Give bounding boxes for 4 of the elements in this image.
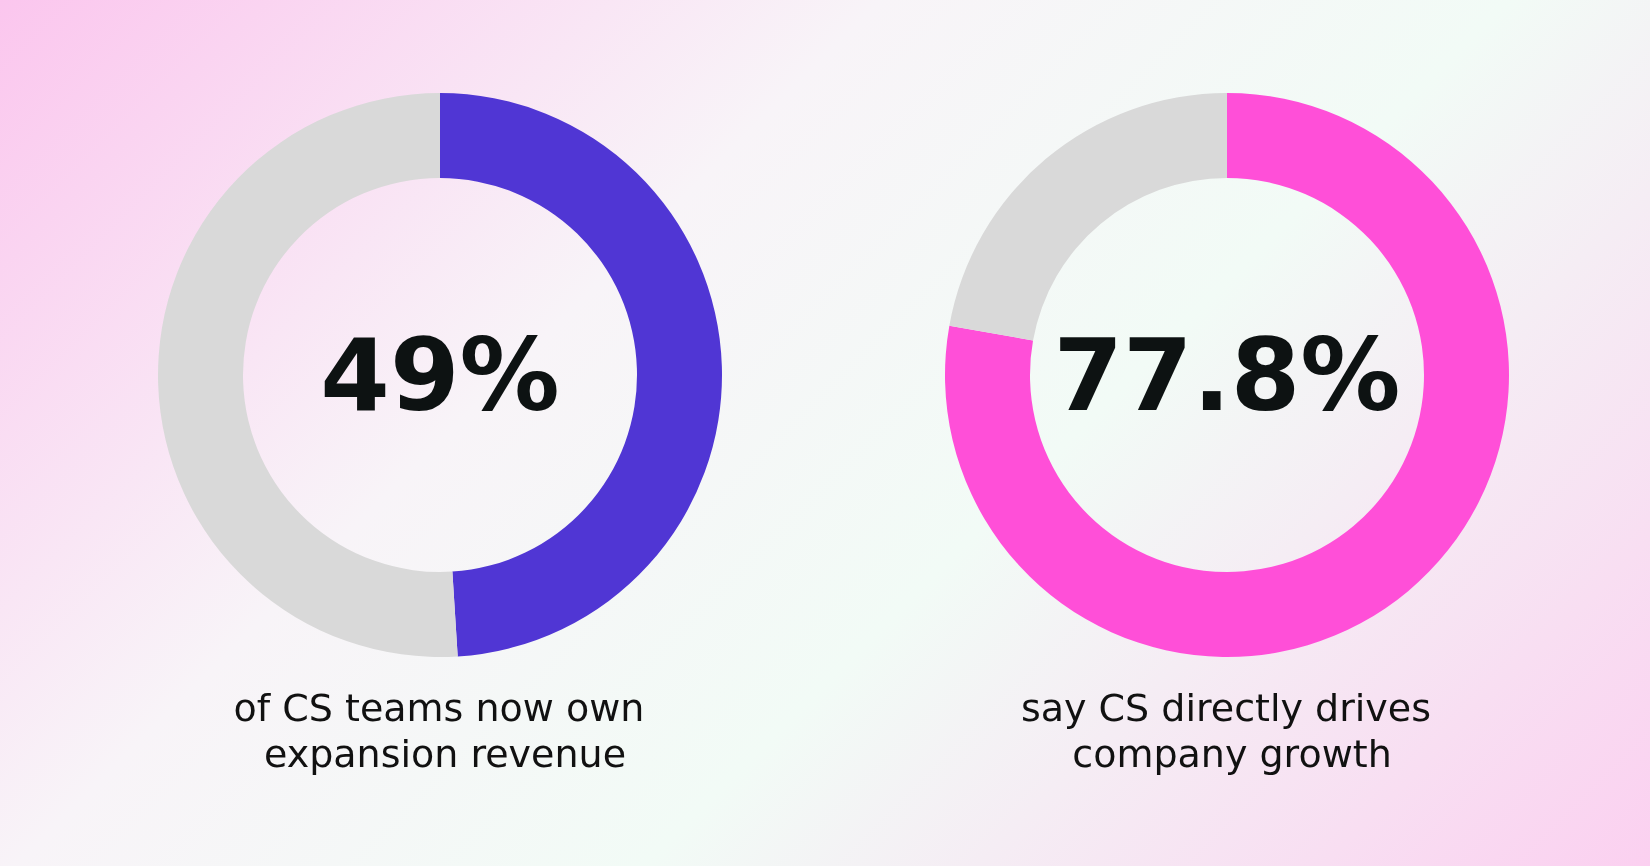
text: of CS teams now own expansion revenue <box>233 686 657 776</box>
text: 49% <box>320 316 560 434</box>
text: 77.8% <box>1053 316 1401 434</box>
text: say CS directly drives company growth <box>1020 686 1444 776</box>
